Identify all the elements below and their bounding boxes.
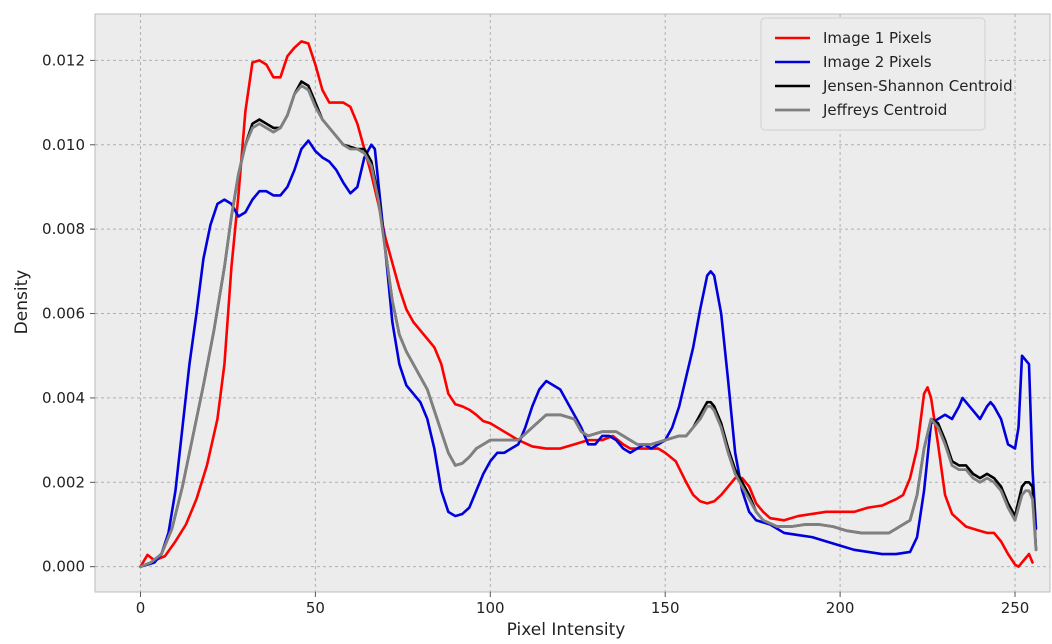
x-tick-label: 50 bbox=[306, 599, 325, 617]
y-tick-label: 0.010 bbox=[42, 136, 85, 154]
y-tick-label: 0.004 bbox=[42, 389, 85, 407]
legend-label: Jeffreys Centroid bbox=[822, 101, 947, 119]
x-tick-label: 150 bbox=[651, 599, 680, 617]
x-axis-label: Pixel Intensity bbox=[507, 620, 626, 640]
legend-label: Image 1 Pixels bbox=[823, 29, 932, 47]
y-axis-label: Density bbox=[12, 270, 32, 335]
x-tick-label: 0 bbox=[136, 599, 146, 617]
series-lines bbox=[139, 40, 1038, 569]
legend-label: Jensen-Shannon Centroid bbox=[822, 77, 1013, 95]
y-tick-label: 0.008 bbox=[42, 220, 85, 238]
axes: 0 50 100 150 200 250 0.000 0.002 0.004 0.006 0.008… bbox=[42, 51, 1029, 617]
y-tick-label: 0.000 bbox=[42, 558, 85, 576]
y-tick-label: 0.012 bbox=[42, 51, 85, 69]
x-tick-label: 100 bbox=[476, 599, 505, 617]
series-line-4 bbox=[139, 84, 1038, 569]
x-tick-label: 200 bbox=[826, 599, 855, 617]
legend-label: Image 2 Pixels bbox=[823, 53, 932, 71]
y-tick-label: 0.006 bbox=[42, 305, 85, 323]
x-tick-label: 250 bbox=[1001, 599, 1030, 617]
series-line-1 bbox=[139, 40, 1034, 568]
y-tick-label: 0.002 bbox=[42, 473, 85, 491]
legend: Image 1 Pixels Image 2 Pixels Jensen-Shann… bbox=[760, 17, 1013, 131]
series-line-2 bbox=[139, 139, 1038, 568]
legend-box bbox=[760, 17, 986, 131]
